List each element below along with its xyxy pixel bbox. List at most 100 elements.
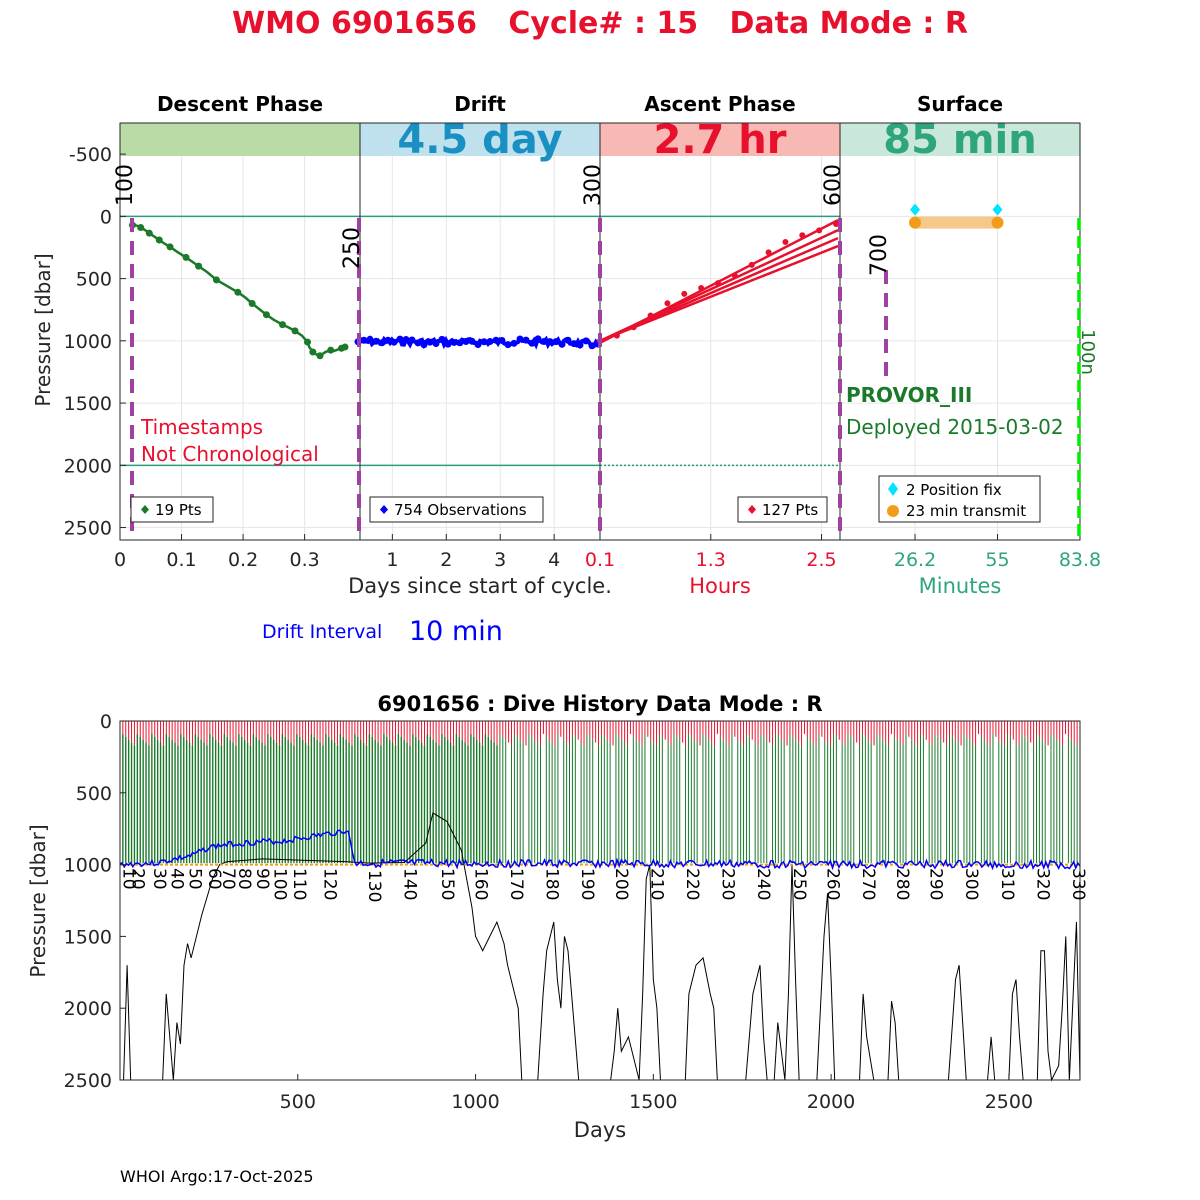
- drift-interval-value: 10 min: [409, 616, 503, 647]
- cycle-number-label: 330: [1068, 868, 1088, 900]
- descent-header: Descent Phase: [157, 92, 323, 116]
- cycle-number-label: 90: [252, 868, 272, 890]
- end-of-cycle-label: 100n: [1077, 329, 1098, 375]
- x-tick-label: 83.8: [1059, 549, 1101, 571]
- drift-point: [576, 341, 584, 349]
- surface-header: Surface: [917, 92, 1003, 116]
- x-tick-label: 2: [440, 549, 452, 571]
- drift-point: [492, 336, 500, 344]
- surface-legend-transmit-text: 23 min transmit: [906, 502, 1026, 520]
- drift-interval-label: Drift Interval: [262, 621, 382, 643]
- descent-point: [316, 352, 324, 360]
- drift-point: [582, 337, 590, 345]
- drift-point: [456, 339, 464, 347]
- descent-point: [262, 311, 270, 319]
- x-tick-label: 2000: [807, 1091, 855, 1113]
- cycle-number-label: 30: [149, 868, 169, 890]
- x-tick-label: 0.1: [585, 549, 615, 571]
- surface-band: [840, 123, 1080, 156]
- descent-point: [304, 338, 311, 346]
- x-tick-label: 1500: [629, 1091, 677, 1113]
- descent-band: [120, 123, 360, 156]
- ascent-point: [664, 300, 671, 307]
- y-tick-label: 1500: [64, 393, 112, 415]
- y-tick-label: 2000: [64, 998, 112, 1020]
- cycle-number-label: 140: [399, 868, 419, 900]
- cycle-number-label: 310: [997, 868, 1017, 900]
- surface-legend-transmit-swatch: [887, 505, 899, 517]
- surface-legend-box: [878, 475, 1041, 523]
- cycle-number-label: 320: [1032, 868, 1052, 900]
- descent-point: [291, 327, 299, 335]
- drift-history-series: [119, 829, 1081, 871]
- cycle-number-label: 230: [718, 868, 738, 900]
- ascent-legend-swatch: [748, 505, 756, 514]
- descent-point: [234, 288, 242, 296]
- ascent-band: [600, 123, 840, 156]
- bottom-axes-frame: [119, 720, 1081, 1081]
- drift-legend-text: 754 Observations: [394, 501, 527, 519]
- footer-credit: WHOI Argo:17-Oct-2025: [120, 1167, 314, 1186]
- cycle-number-label: 240: [753, 868, 773, 900]
- transmit-point: [991, 216, 1004, 229]
- x-tick-label: 2.5: [806, 549, 836, 571]
- cycle-number-label: 200: [611, 868, 631, 900]
- ascent-point: [647, 312, 654, 319]
- drift-point: [420, 341, 428, 349]
- surface-legend-gps-swatch: [888, 482, 898, 496]
- phase-marker-label: 700: [867, 234, 892, 276]
- y-tick-label: 0: [100, 711, 112, 733]
- ascent-point: [698, 284, 705, 291]
- descent-point: [145, 229, 153, 237]
- gps-fix-marker: [910, 203, 921, 216]
- ascent-header: Ascent Phase: [644, 92, 795, 116]
- y-tick-label: 500: [76, 783, 112, 805]
- phase-marker-label: 100: [113, 164, 138, 206]
- ascent-series: [597, 218, 839, 344]
- drift-point: [570, 340, 578, 348]
- gps-fix-marker: [992, 203, 1003, 216]
- ascent-point: [731, 272, 738, 279]
- ascent-point: [748, 261, 755, 268]
- cycle-number-label: 220: [682, 868, 702, 900]
- ascent-duration-label: 2.7 hr: [654, 117, 787, 163]
- float-type-label: PROVOR_III: [846, 383, 972, 407]
- cycle-number-label: 250: [789, 868, 809, 900]
- cycle-number-label: 280: [892, 868, 912, 900]
- descent-point: [195, 262, 203, 270]
- drift-point: [534, 335, 542, 343]
- figure-title: WMO 6901656 Cycle# : 15 Data Mode : R: [232, 6, 968, 41]
- drift-point: [384, 336, 392, 344]
- descent-point: [166, 243, 174, 251]
- x-tick-label: 3: [494, 549, 506, 571]
- y-tick-label: 2500: [64, 518, 112, 540]
- ascent-point: [782, 238, 789, 245]
- drift-header: Drift: [454, 92, 506, 116]
- deployed-label: Deployed 2015-03-02: [846, 415, 1064, 439]
- drift-point: [540, 337, 548, 345]
- x-tick-label: 0.3: [290, 549, 320, 571]
- y-tick-label: 1500: [64, 926, 112, 948]
- cycle-number-label: 120: [319, 868, 339, 900]
- ascent-series-line: [599, 244, 839, 342]
- drift-point: [414, 339, 422, 347]
- surface-legend-gps-text: 2 Position fix: [906, 481, 1002, 499]
- x-tick-label: 0.1: [166, 549, 196, 571]
- drift-point: [450, 338, 458, 346]
- ascent-point: [765, 249, 772, 256]
- descent-point: [137, 224, 145, 232]
- ascent-x-label: Hours: [689, 574, 751, 598]
- ascent-point: [715, 280, 721, 287]
- drift-point: [516, 335, 524, 343]
- drift-point: [402, 336, 410, 344]
- x-tick-label: 1.3: [696, 549, 726, 571]
- cycle-number-label: 130: [364, 870, 384, 902]
- cycle-number-label: 190: [577, 868, 597, 900]
- drift-point: [468, 337, 476, 345]
- descent-point: [155, 236, 163, 244]
- cycle-profile-lines: [122, 721, 1078, 864]
- x-tick-label: 2500: [985, 1091, 1033, 1113]
- dive-history-chart: 6901656 : Dive History Data Mode : R 0 500…: [26, 692, 1088, 1142]
- descent-point: [248, 299, 256, 307]
- drift-point: [360, 336, 368, 344]
